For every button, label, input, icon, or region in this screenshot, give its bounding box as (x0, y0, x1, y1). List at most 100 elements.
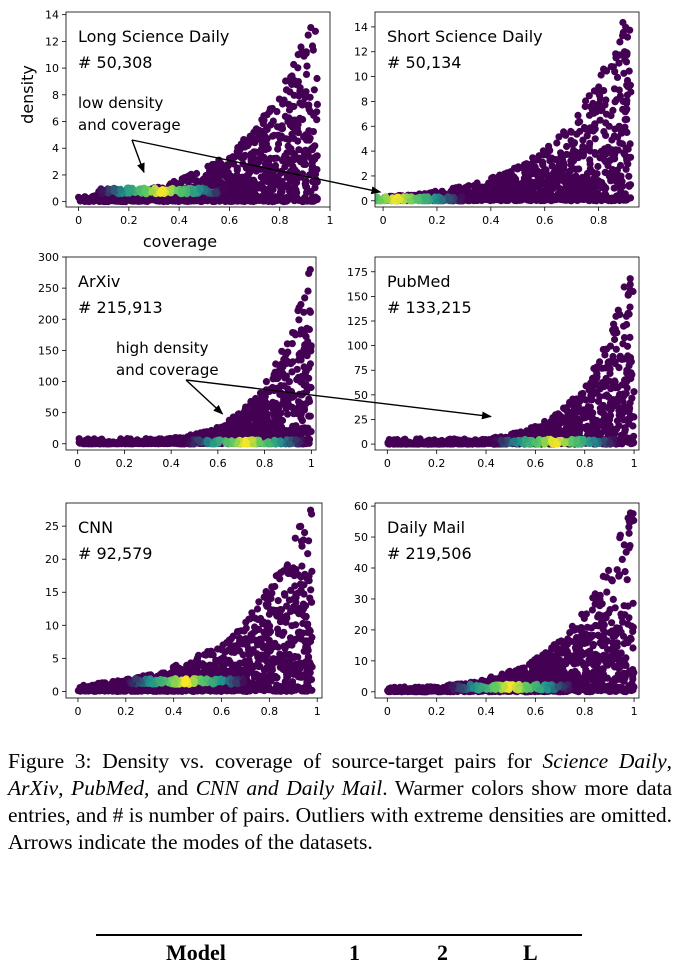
scatter-point (301, 294, 308, 301)
scatter-point (627, 275, 634, 282)
scatter-point (295, 356, 302, 363)
scatter-point (543, 166, 550, 173)
scatter-point (446, 194, 453, 201)
scatter-point (297, 375, 304, 382)
scatter-point (255, 405, 262, 412)
scatter-point (559, 169, 566, 176)
scatter-point (567, 157, 574, 164)
scatter-point (578, 193, 585, 200)
y-tick-label: 100 (38, 376, 59, 389)
scatter-point (593, 170, 600, 177)
panel-count: # 50,308 (78, 53, 152, 72)
y-tick-label: 4 (52, 142, 59, 155)
scatter-point (602, 132, 609, 139)
scatter-point (611, 185, 618, 192)
scatter-point (281, 374, 288, 381)
x-tick-label: 0.8 (271, 214, 289, 227)
scatter-point (458, 193, 465, 200)
scatter-point (306, 384, 313, 391)
scatter-point (282, 197, 289, 204)
scatter-point (305, 396, 312, 403)
scatter-point (524, 193, 531, 200)
scatter-point (178, 437, 185, 444)
scatter-point (244, 142, 251, 149)
scatter-point (313, 75, 320, 82)
scatter-point (253, 126, 260, 133)
scatter-point (231, 178, 238, 185)
scatter-point (260, 117, 267, 124)
scatter-point (99, 187, 106, 194)
scatter-point (260, 134, 267, 141)
scatter-point (518, 180, 525, 187)
scatter-point (350, 197, 357, 204)
scatter-point (105, 196, 112, 203)
scatter-point (271, 178, 278, 185)
scatter-points (75, 24, 321, 205)
scatter-point (337, 194, 344, 201)
scatter-point (351, 195, 358, 202)
y-tick-label: 2 (52, 169, 59, 182)
scatter-point (614, 167, 621, 174)
scatter-point (610, 329, 617, 336)
scatter-point (261, 407, 268, 414)
y-tick-label: 6 (52, 116, 59, 129)
scatter-point (191, 190, 198, 197)
scatter-point (624, 384, 631, 391)
scatter-point (340, 196, 347, 203)
scatter-point (273, 108, 280, 115)
y-tick-label: 10 (45, 62, 59, 75)
scatter-point (288, 404, 295, 411)
scatter-point (619, 19, 626, 26)
scatter-point (508, 182, 515, 189)
scatter-point (310, 170, 317, 177)
scatter-point (612, 54, 619, 61)
scatter-point (496, 172, 503, 179)
scatter-point (314, 101, 321, 108)
scatter-point (569, 396, 576, 403)
scatter-point (623, 105, 630, 112)
scatter-point (612, 146, 619, 153)
scatter-point (396, 196, 403, 203)
scatter-point (367, 194, 374, 201)
scatter-point (155, 438, 162, 445)
scatter-point (337, 195, 344, 202)
scatter-point (607, 422, 614, 429)
panel-count: # 215,913 (78, 298, 163, 317)
scatter-point (288, 368, 295, 375)
scatter-point (630, 388, 637, 395)
scatter-point (296, 88, 303, 95)
scatter-point (223, 439, 230, 446)
scatter-point (127, 435, 134, 442)
scatter-point (261, 420, 268, 427)
scatter-point (382, 193, 389, 200)
scatter-point (591, 427, 598, 434)
scatter-point (626, 27, 633, 34)
scatter-point (284, 118, 291, 125)
scatter-point (601, 145, 608, 152)
scatter-point (291, 424, 298, 431)
scatter-point (605, 430, 612, 437)
scatter-point (301, 363, 308, 370)
scatter-point (292, 436, 299, 443)
scatter-point (294, 307, 301, 314)
scatter-point (337, 193, 344, 200)
scatter-point (311, 156, 318, 163)
scatter-point (559, 156, 566, 163)
scatter-point (335, 193, 342, 200)
scatter-point (607, 177, 614, 184)
scatter-point (213, 428, 220, 435)
y-tick-label: 0 (361, 195, 368, 208)
x-tick-label: 0.8 (590, 214, 608, 227)
scatter-point (126, 190, 133, 197)
scatter-point (342, 195, 349, 202)
scatter-point (243, 439, 250, 446)
scatter-point (545, 143, 552, 150)
y-tick-label: 250 (38, 282, 59, 295)
scatter-point (353, 195, 360, 202)
scatter-point (600, 383, 607, 390)
scatter-point (244, 184, 251, 191)
scatter-point (310, 128, 317, 135)
x-tick-label: 0 (380, 214, 387, 227)
scatter-point (582, 97, 589, 104)
x-tick-label: 1 (327, 214, 334, 227)
